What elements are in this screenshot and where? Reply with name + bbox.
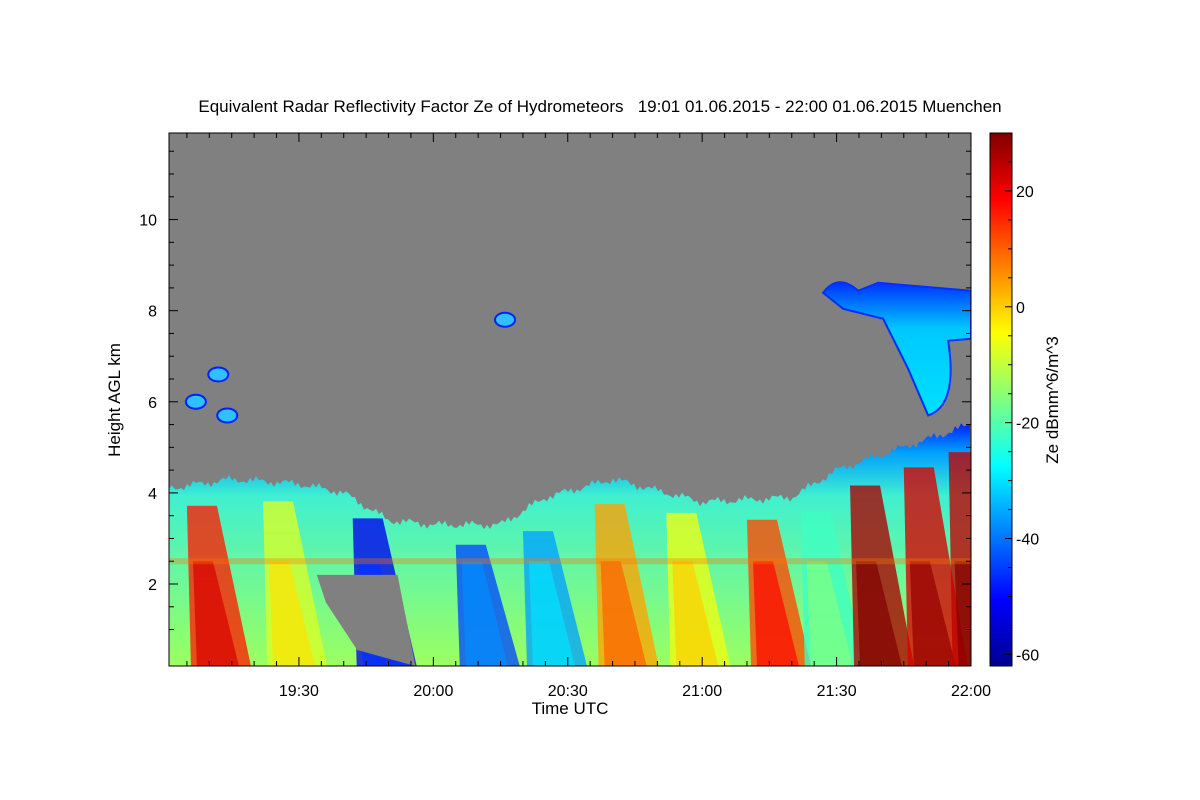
y-tick-label: 8 [148, 304, 157, 321]
fall-streak-core [528, 561, 575, 666]
fall-streak-core [461, 561, 508, 666]
colorbar-tick-label: -60 [1016, 647, 1039, 664]
fall-streak-core [672, 561, 719, 666]
y-axis: 2 4 6 8 10 [139, 150, 971, 631]
reflectivity-field [169, 281, 971, 666]
y-tick-label: 4 [148, 486, 157, 503]
fall-streak-core [856, 561, 903, 666]
y-tick-label: 2 [148, 577, 157, 594]
fall-streak-core [600, 561, 647, 666]
upper-cloud [821, 281, 971, 417]
x-tick-label: 22:00 [951, 683, 991, 700]
fall-streak-core [192, 561, 239, 666]
colorbar-tick-label: 20 [1016, 184, 1034, 201]
x-tick-label: 20:30 [548, 683, 588, 700]
colorbar-tick-label: -20 [1016, 416, 1039, 433]
isolated-echo [207, 366, 230, 383]
x-axis: 19:30 20:00 20:30 21:00 21:30 22:00 [186, 133, 991, 700]
x-tick-label: 21:00 [682, 683, 722, 700]
x-tick-label: 19:30 [279, 683, 319, 700]
y-tick-label: 10 [139, 213, 157, 230]
colorbar-label: Ze dBmm^6/m^3 [1043, 336, 1062, 463]
fall-streak-core [954, 561, 971, 666]
fall-streak-core [806, 561, 853, 666]
colorbar [989, 132, 1013, 667]
x-axis-label: Time UTC [532, 699, 609, 718]
isolated-echo [216, 407, 239, 424]
colorbar-axis: 20 0 -20 -40 -60 [1005, 132, 1039, 664]
fall-streak-core [909, 561, 956, 666]
colorbar-tick-label: 0 [1016, 300, 1025, 317]
colorbar-tick-label: -40 [1016, 532, 1039, 549]
plot-frame [168, 132, 972, 667]
y-tick-label: 6 [148, 395, 157, 412]
chart-title: Equivalent Radar Reflectivity Factor Ze … [198, 97, 1002, 116]
x-tick-label: 20:00 [413, 683, 453, 700]
x-tick-label: 21:30 [817, 683, 857, 700]
y-axis-label: Height AGL km [105, 343, 124, 457]
fall-streak-core [752, 561, 799, 666]
isolated-echo [184, 393, 207, 410]
melting-layer [169, 558, 971, 565]
isolated-echo [494, 311, 517, 328]
echo-gap [316, 574, 416, 666]
fall-streak-core [269, 561, 316, 666]
